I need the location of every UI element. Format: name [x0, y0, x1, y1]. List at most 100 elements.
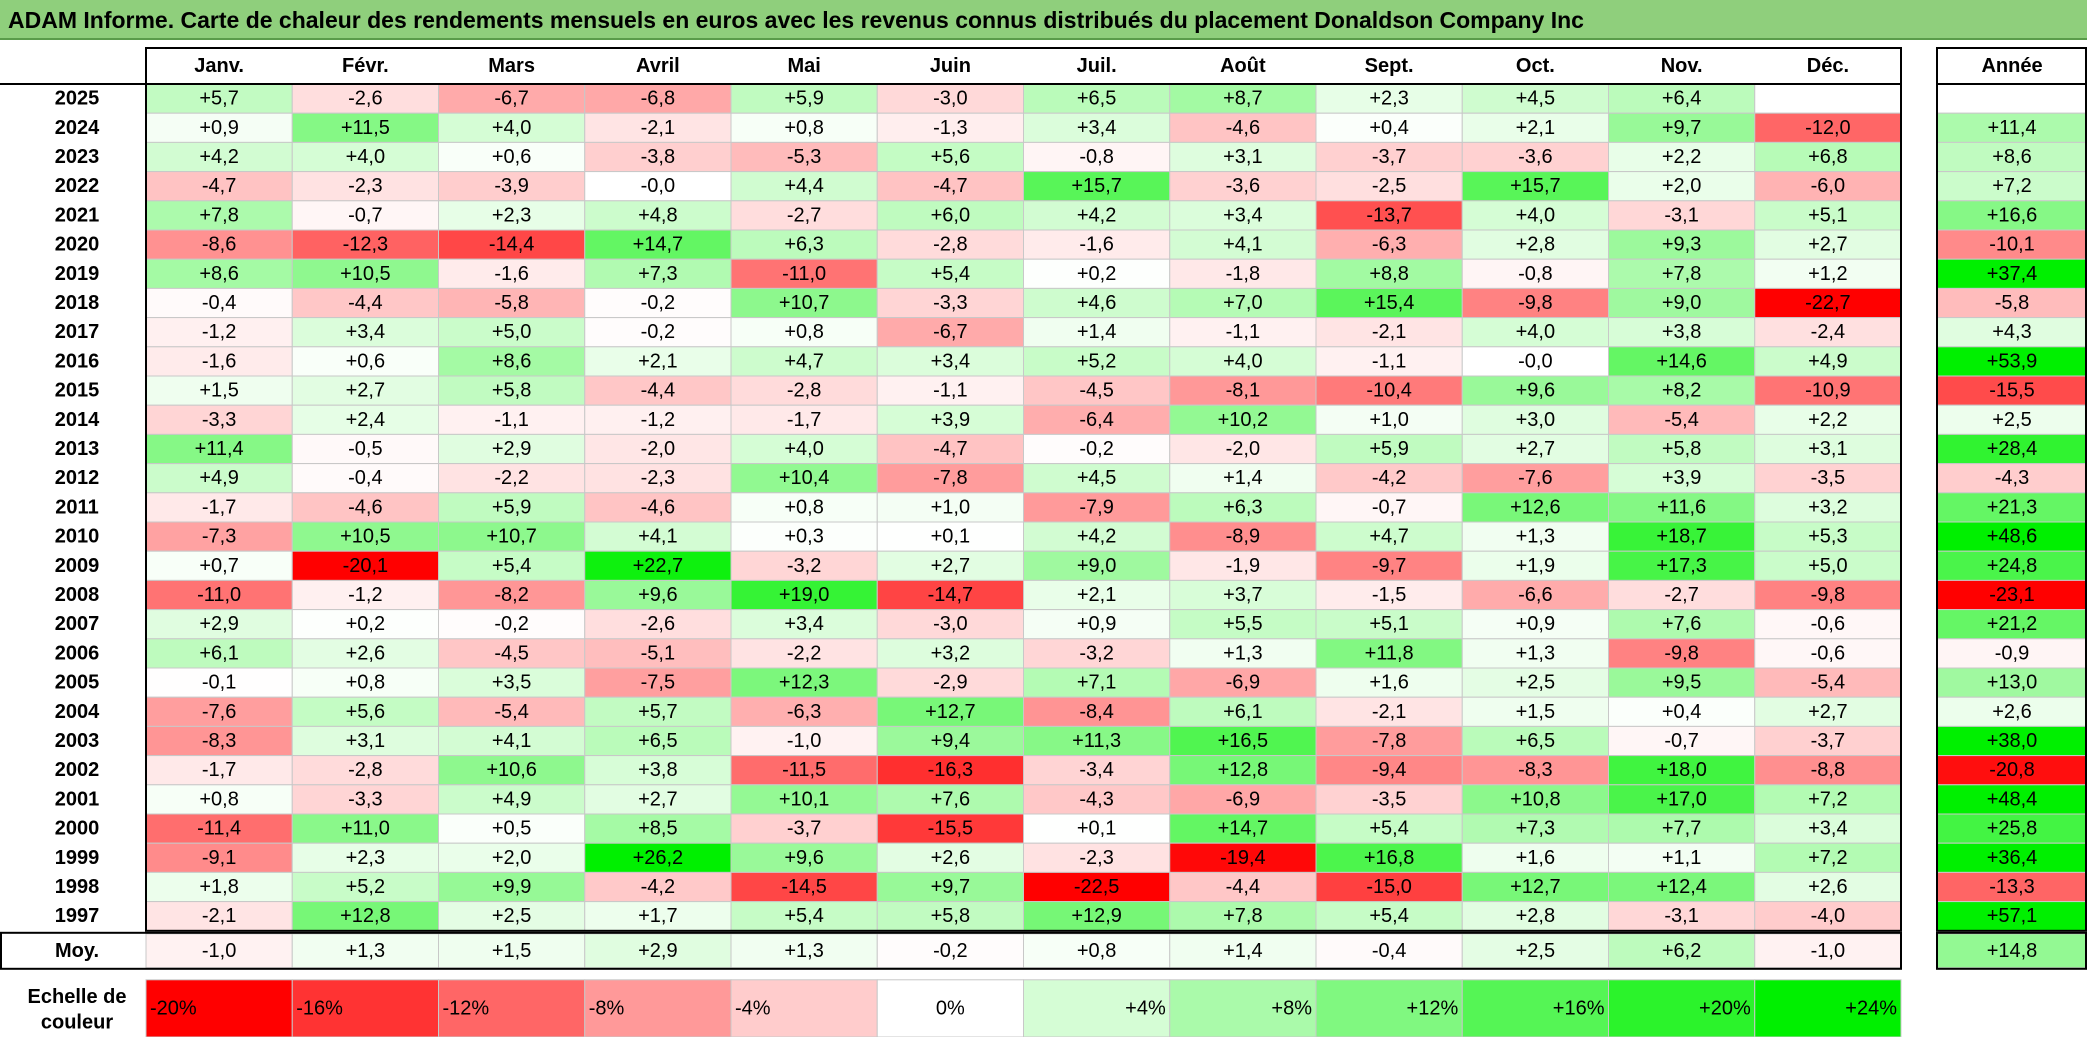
- cell-value: -3,1: [1664, 905, 1698, 927]
- heat-cell: [730, 667, 878, 698]
- cell-value: +12,9: [1071, 905, 1122, 927]
- cell-value: +5,6: [346, 701, 385, 723]
- cell-value: +4,0: [1516, 204, 1555, 226]
- cell-value: +2,7: [931, 555, 970, 577]
- heat-cell: [1608, 112, 1756, 143]
- cell-value: -0,0: [1518, 350, 1552, 372]
- cell-value: +0,1: [1077, 818, 1116, 840]
- heat-cell: [1608, 550, 1756, 581]
- cell-value: +12,6: [1510, 496, 1561, 518]
- heat-cell: [584, 696, 732, 727]
- heat-cell: [1461, 346, 1609, 377]
- heat-cell: [1169, 901, 1317, 932]
- scale-swatch: [438, 979, 586, 1037]
- cell-value: -9,8: [1811, 584, 1845, 606]
- cell-value: +6,5: [1077, 88, 1116, 110]
- cell-value: -1,2: [348, 584, 382, 606]
- cell-value: +5,3: [1808, 526, 1847, 548]
- cell-value: +7,8: [1223, 905, 1262, 927]
- cell-value: +0,8: [784, 496, 823, 518]
- heat-cell: [730, 550, 878, 581]
- annual-value: +25,8: [1987, 818, 2038, 840]
- heat-cell: [730, 521, 878, 552]
- annual-value: +38,0: [1987, 730, 2038, 752]
- cell-value: -8,9: [1226, 526, 1260, 548]
- heat-cell: [584, 550, 732, 581]
- heat-cell: [876, 725, 1024, 757]
- heat-cell: [876, 667, 1024, 698]
- cell-value: +5,4: [784, 905, 823, 927]
- cell-value: +1,2: [1808, 263, 1847, 285]
- cell-value: +3,4: [784, 613, 823, 635]
- heat-cell: [730, 842, 878, 873]
- cell-value: +10,8: [1510, 788, 1561, 810]
- heat-cell: [291, 141, 439, 173]
- cell-value: +0,7: [199, 555, 238, 577]
- average-value: -1,0: [202, 940, 236, 962]
- heat-cell: [438, 346, 586, 377]
- annual-cell: [1936, 609, 2087, 640]
- cell-value: +5,9: [784, 88, 823, 110]
- heat-cell: [876, 813, 1024, 844]
- cell-value: +8,8: [1369, 263, 1408, 285]
- cell-value: -7,8: [933, 467, 967, 489]
- cell-value: +6,4: [1662, 88, 1701, 110]
- cell-value: +5,8: [492, 380, 531, 402]
- cell-value: +4,9: [199, 467, 238, 489]
- heat-cell: [1461, 755, 1609, 786]
- month-header: Avril: [636, 55, 680, 77]
- cell-value: +2,3: [346, 847, 385, 869]
- month-header: Févr.: [342, 55, 389, 77]
- heat-cell: [145, 667, 293, 698]
- cell-value: +5,2: [346, 876, 385, 898]
- heat-cell: [291, 579, 439, 611]
- average-value: +6,2: [1662, 940, 1701, 962]
- cell-value: +7,2: [1808, 847, 1847, 869]
- cell-value: +5,9: [492, 496, 531, 518]
- year-label: 2015: [55, 380, 100, 402]
- cell-value: +0,8: [346, 672, 385, 694]
- cell-value: +5,9: [1369, 438, 1408, 460]
- annual-value: +7,2: [1992, 175, 2031, 197]
- heat-cell: [1169, 725, 1317, 757]
- average-value: +1,4: [1223, 940, 1262, 962]
- cell-value: -8,3: [202, 730, 236, 752]
- cell-value: +1,3: [1516, 642, 1555, 664]
- heat-cell: [1023, 287, 1171, 319]
- year-label: 2013: [55, 438, 100, 460]
- heat-cell: [438, 171, 586, 202]
- heat-cell: [1169, 112, 1317, 143]
- heat-cell: [145, 579, 293, 611]
- cell-value: +0,8: [784, 321, 823, 343]
- heat-cell: [1754, 258, 1902, 289]
- cell-value: -7,9: [1079, 496, 1113, 518]
- scale-value: +4%: [1125, 997, 1166, 1019]
- heat-cell: [1754, 83, 1902, 114]
- scale-value: -20%: [150, 997, 197, 1019]
- cell-value: +2,7: [1808, 701, 1847, 723]
- heat-cell: [876, 229, 1024, 260]
- cell-value: +12,3: [779, 672, 830, 694]
- heat-cell: [438, 550, 586, 581]
- annual-value: +24,8: [1987, 555, 2038, 577]
- cell-value: +1,3: [1516, 526, 1555, 548]
- cell-value: -3,8: [641, 146, 675, 168]
- heat-cell: [876, 141, 1024, 173]
- cell-value: +5,8: [931, 905, 970, 927]
- heat-cell: [291, 200, 439, 231]
- heat-cell: [291, 638, 439, 669]
- cell-value: +4,5: [1077, 467, 1116, 489]
- cell-value: +9,6: [784, 847, 823, 869]
- cell-value: -3,2: [1079, 642, 1113, 664]
- annual-value: +4,3: [1992, 321, 2031, 343]
- heat-cell: [1023, 579, 1171, 611]
- cell-value: +2,6: [1808, 876, 1847, 898]
- cell-value: +3,4: [931, 350, 970, 372]
- month-header: Juin: [930, 55, 971, 77]
- heat-cell: [1461, 171, 1609, 202]
- scale-swatch: [291, 979, 439, 1037]
- heat-cell: [1461, 901, 1609, 932]
- heat-cell: [876, 287, 1024, 319]
- heat-cell: [730, 725, 878, 757]
- average-label: Moy.: [55, 940, 99, 962]
